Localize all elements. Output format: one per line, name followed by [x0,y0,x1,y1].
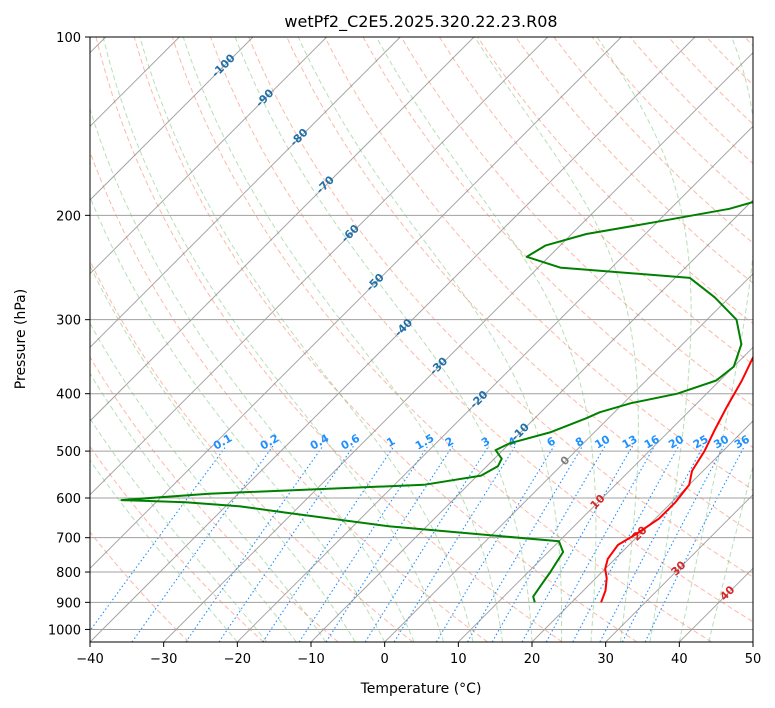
isotherm [384,272,753,642]
dry-adiabat [171,37,712,642]
y-tick-label: 1000 [48,623,81,638]
dry-adiabat [324,37,753,491]
dry-adiabat [400,37,753,407]
isotherm [90,37,622,570]
x-tick-label: −40 [76,652,103,667]
isotherm [90,37,549,496]
moist-adiabat [90,372,297,642]
dry-adiabat [515,37,753,284]
isotherm [163,51,753,642]
dry-adiabat [90,531,190,642]
mixing-ratio-line [435,445,555,642]
moist-adiabat [139,37,474,642]
mixing-ratio-line [621,445,725,642]
dewpoint-line [120,201,753,603]
x-tick-label: 50 [745,652,762,667]
profile-series [120,201,753,603]
dry-adiabat [248,37,753,578]
isotherm [605,493,753,642]
x-tick-label: 30 [597,652,614,667]
isotherm [90,37,328,275]
y-tick-label: 400 [56,388,81,403]
y-tick-label: 200 [56,209,81,224]
y-tick-label: 300 [56,314,81,329]
background-lines [90,37,753,642]
x-tick-label: −20 [224,652,251,667]
chart-title: wetPf2_C2E5.2025.320.22.23.R08 [284,12,557,32]
moist-adiabat [708,464,753,642]
isotherm [236,125,753,642]
plot-frame [89,36,754,643]
moist-adiabat [182,37,503,642]
mixing-ratio-line [364,445,490,642]
x-tick-label: 0 [381,652,389,667]
isotherm [310,199,753,642]
mixing-ratio-line [467,445,584,642]
mixing-ratio-line [131,445,274,642]
x-tick-label: 20 [524,652,541,667]
y-tick-label: 600 [56,492,81,507]
moist-adiabat [90,322,327,642]
x-tick-label: 10 [450,652,467,667]
moist-adiabat [596,37,692,642]
y-tick-label: 100 [56,31,81,46]
isotherm [90,37,475,422]
y-axis: 100 200 300 400 500 600 700 800 900 1000 [48,31,90,638]
isotherm [531,420,753,642]
moist-adiabat [678,37,753,642]
moist-adiabat [474,37,639,642]
x-tick-label: −10 [297,652,324,667]
x-axis: −40 −30 −20 −10 0 10 20 30 40 50 [76,642,761,667]
moist-adiabat [375,37,597,642]
mixing-ratio-line [545,445,656,642]
mixing-ratio-line [298,445,429,642]
y-tick-label: 500 [56,445,81,460]
moist-adiabat [90,264,356,642]
moist-adiabat [297,37,563,642]
mixing-ratio-line [644,445,746,642]
dry-adiabat [95,37,563,642]
mixing-ratio-line [262,445,395,642]
isotherm [90,37,696,642]
moist-adiabat [90,196,386,642]
y-axis-label: Pressure (hPa) [13,289,29,389]
mixing-ratio-line [521,445,633,642]
moist-adiabat [90,459,238,642]
isotherm [90,37,401,349]
x-tick-label: 40 [671,652,688,667]
x-axis-label: Temperature (°C) [360,681,482,697]
dry-adiabat [210,37,753,623]
dry-adiabat [438,37,753,366]
mixing-ratio-line [218,445,355,642]
temperature-line [600,355,753,603]
moist-adiabat [90,417,268,642]
dry-adiabat [90,150,488,642]
isotherm [90,37,254,201]
y-tick-label: 700 [56,532,81,547]
dry-adiabat [133,37,638,642]
mixing-ratio-line [325,445,454,642]
y-tick-label: 900 [56,596,81,611]
x-tick-label: −30 [150,652,177,667]
dry-adiabat [90,356,339,642]
y-tick-label: 800 [56,566,81,581]
dry-adiabat [90,445,264,642]
